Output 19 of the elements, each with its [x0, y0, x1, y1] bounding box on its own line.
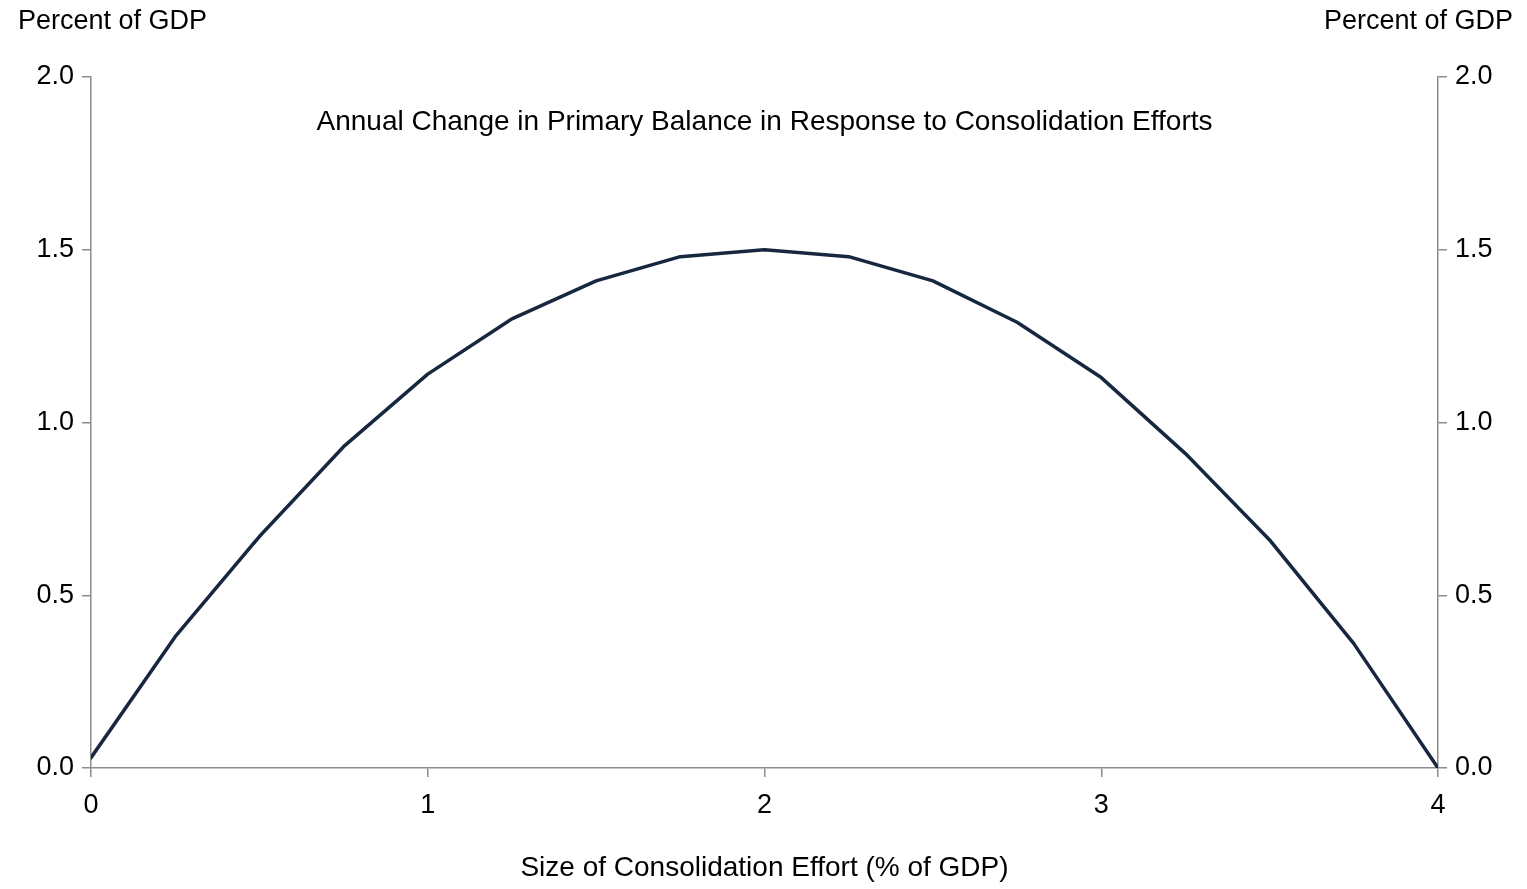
x-tick-label: 1 — [420, 788, 436, 819]
x-axis-title: Size of Consolidation Effort (% of GDP) — [520, 850, 1009, 882]
y-tick-label: 1.5 — [36, 233, 74, 264]
y-tick-label: 1.0 — [36, 405, 74, 436]
y-axis-title: Percent of GDP — [18, 5, 208, 36]
x-tick-label: 4 — [1430, 788, 1446, 819]
y-tick-label: 0.0 — [36, 751, 74, 782]
y2-tick-label: 0.0 — [1455, 751, 1493, 782]
y-tick-label: 2.0 — [36, 60, 74, 91]
y2-tick-label: 1.0 — [1455, 405, 1493, 436]
y2-tick-label: 2.0 — [1455, 60, 1493, 91]
x-tick-label: 2 — [756, 788, 773, 819]
y2-tick-label: 1.5 — [1455, 233, 1493, 264]
text: Annual Change in Primary Balance in Response to Consolidation Efforts — [316, 104, 1213, 136]
y-tick-label: 0.5 — [36, 578, 74, 609]
x-tick-label: 3 — [1093, 788, 1109, 819]
x-tick-label: 0 — [83, 788, 99, 819]
y2-axis-title: Percent of GDP — [1323, 5, 1513, 36]
y2-tick-label: 0.5 — [1455, 578, 1493, 609]
